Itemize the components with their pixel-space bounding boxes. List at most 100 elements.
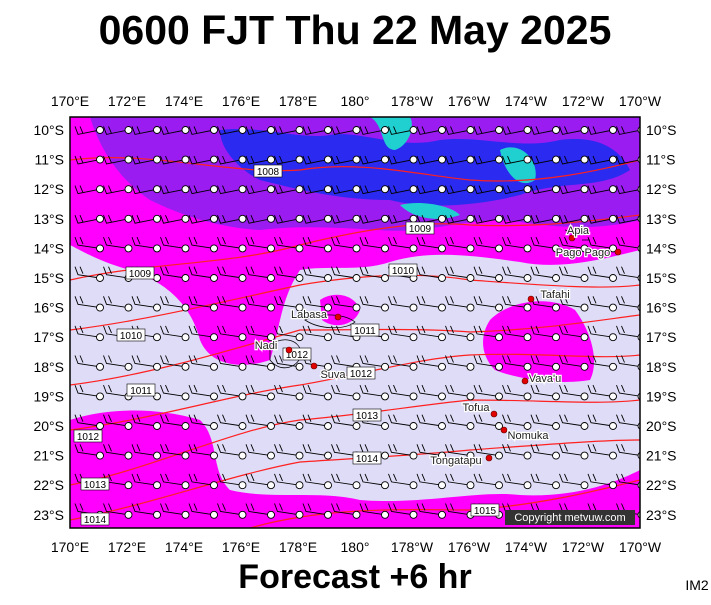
wind-station <box>267 422 275 430</box>
wind-barb <box>302 296 329 309</box>
wind-station <box>381 392 389 401</box>
wind-station <box>267 510 275 519</box>
wind-barb <box>530 355 557 368</box>
map: Copyright metvuw.com <box>69 116 641 529</box>
wind-barb <box>74 215 101 224</box>
wind-barb <box>160 503 186 516</box>
wind-barb <box>74 414 101 427</box>
wind-barb <box>103 126 129 135</box>
wind-barb <box>473 444 500 457</box>
lon-label: 170°E <box>51 93 89 109</box>
wind-station <box>238 155 247 164</box>
wind-station <box>324 510 332 519</box>
wind-station <box>324 214 332 223</box>
wind-barb <box>302 325 329 338</box>
wind-station <box>96 333 104 342</box>
wind-station <box>295 362 304 371</box>
isobar-label-box <box>125 266 155 280</box>
wind-barb <box>616 185 640 195</box>
wind-station <box>637 511 640 519</box>
wind-barb <box>245 126 272 135</box>
wind-barb <box>131 355 158 368</box>
wind-station <box>409 451 418 460</box>
wind-station <box>609 451 617 460</box>
wind-barb <box>416 126 443 135</box>
wind-station <box>238 422 247 430</box>
lon-label: 174°W <box>505 539 548 555</box>
wind-barb <box>416 296 443 309</box>
lat-label: 18°S <box>646 359 677 375</box>
wind-barb <box>131 126 158 135</box>
wind-barb <box>559 355 585 368</box>
wind-barb <box>416 384 443 397</box>
isobar-label-box <box>352 408 382 422</box>
place-dot <box>490 410 498 418</box>
wind-barb <box>245 155 272 165</box>
wind-barb <box>530 444 557 457</box>
wind-barb <box>502 185 528 195</box>
wind-barb <box>388 296 414 309</box>
wind-barb <box>103 503 129 516</box>
lat-label: 15°S <box>33 270 64 286</box>
wind-barb <box>416 473 443 486</box>
wind-station <box>352 303 361 312</box>
wind-barb <box>587 215 614 224</box>
wind-station <box>124 214 133 223</box>
wind-barb <box>274 503 300 516</box>
wind-station <box>466 392 475 401</box>
wind-station <box>409 481 418 490</box>
wind-barb <box>188 126 215 135</box>
wind-barb <box>587 296 614 309</box>
wind-station <box>580 392 589 401</box>
wind-barb <box>559 296 585 309</box>
wind-barb <box>359 185 386 195</box>
wind-barb <box>217 126 243 135</box>
wind-barb <box>616 155 640 165</box>
isobar-label: 1011 <box>354 326 376 337</box>
place-label: Nomuka <box>508 430 550 442</box>
wind-station <box>124 422 133 430</box>
wind-station <box>153 303 161 312</box>
wind-station <box>210 392 218 401</box>
wind-barb <box>103 384 129 397</box>
wind-barb <box>160 384 186 397</box>
wind-station <box>124 510 133 519</box>
wind-barb <box>74 126 101 135</box>
wind-station <box>181 333 190 342</box>
wind-barb <box>559 236 585 249</box>
lat-label: 22°S <box>646 477 677 493</box>
wind-barb <box>160 215 186 224</box>
wind-barb <box>502 414 528 427</box>
wind-station <box>552 362 560 371</box>
wind-station <box>409 510 418 519</box>
wind-station <box>381 303 389 312</box>
wind-station <box>381 422 389 430</box>
wind-barb <box>388 355 414 368</box>
wind-barb <box>445 296 471 309</box>
wind-station <box>267 303 275 312</box>
wind-station <box>580 214 589 223</box>
wind-barb <box>445 215 471 224</box>
wind-station <box>580 274 589 282</box>
wind-barb <box>473 185 500 195</box>
wind-barb <box>131 414 158 427</box>
wind-station <box>523 362 532 371</box>
wind-barb <box>131 236 158 249</box>
wind-station <box>609 333 617 342</box>
wind-barb <box>616 414 640 427</box>
lon-label: 172°E <box>108 539 146 555</box>
wind-station <box>96 362 104 371</box>
copyright: Copyright metvuw.com <box>514 512 625 524</box>
wind-station <box>352 274 361 282</box>
wind-barb <box>74 384 101 397</box>
wind-barb <box>359 355 386 368</box>
wind-station <box>153 214 161 223</box>
wind-barb <box>359 266 386 279</box>
lat-label: 16°S <box>646 300 677 316</box>
isobar-label: 1015 <box>474 506 497 517</box>
wind-station <box>238 185 247 194</box>
wind-barb <box>331 473 357 486</box>
place-dot <box>521 377 529 385</box>
wind-station <box>324 274 332 282</box>
wind-station <box>153 155 161 164</box>
